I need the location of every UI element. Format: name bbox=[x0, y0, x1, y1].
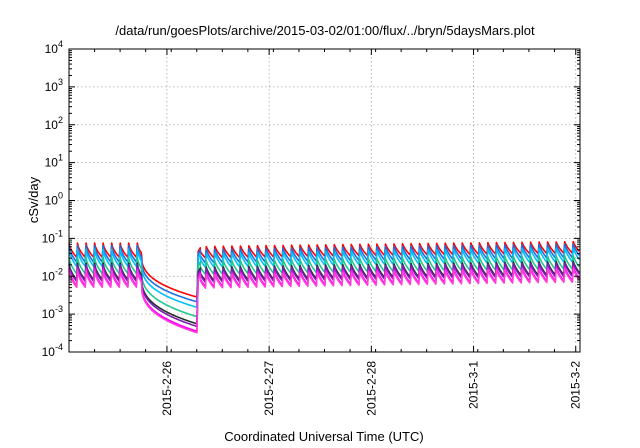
y-tick-exponent: 1 bbox=[58, 153, 63, 163]
y-tick-base: 10 bbox=[45, 156, 59, 170]
y-tick-label: 10-3 bbox=[42, 304, 63, 321]
x-axis-label: Coordinated Universal Time (UTC) bbox=[224, 429, 423, 444]
y-tick-label: 100 bbox=[45, 191, 63, 208]
y-tick-base: 10 bbox=[42, 269, 56, 283]
y-tick-exponent: -2 bbox=[55, 266, 63, 276]
y-tick-label: 10-1 bbox=[42, 228, 63, 245]
x-tick-label: 2015-2-26 bbox=[160, 361, 174, 416]
series-layer bbox=[68, 240, 580, 334]
y-axis-label: cSv/day bbox=[26, 176, 41, 223]
y-tick-base: 10 bbox=[45, 42, 59, 56]
y-tick-base: 10 bbox=[45, 118, 59, 132]
y-tick-exponent: -3 bbox=[55, 304, 63, 314]
x-tick-label: 2015-3-1 bbox=[467, 361, 481, 409]
grid bbox=[69, 49, 580, 352]
y-tick-label: 104 bbox=[45, 39, 63, 56]
y-tick-label: 10-4 bbox=[42, 342, 63, 359]
x-tick-label: 2015-3-2 bbox=[569, 361, 583, 409]
y-tick-exponent: 3 bbox=[58, 77, 63, 87]
x-tick-labels: 2015-2-26 2015-2-27 2015-2-28 2015-3-1 2015-… bbox=[160, 361, 583, 416]
y-tick-label: 102 bbox=[45, 115, 63, 132]
y-tick-base: 10 bbox=[42, 231, 56, 245]
y-tick-base: 10 bbox=[42, 345, 56, 359]
y-tick-exponent: 4 bbox=[58, 39, 63, 49]
series-line bbox=[68, 254, 580, 318]
series-line bbox=[68, 267, 580, 334]
y-tick-label: 101 bbox=[45, 153, 63, 170]
y-tick-base: 10 bbox=[42, 307, 56, 321]
x-tick-label: 2015-2-28 bbox=[364, 361, 378, 416]
x-tick-label: 2015-2-27 bbox=[262, 361, 276, 416]
y-tick-base: 10 bbox=[45, 194, 59, 208]
series-line bbox=[68, 247, 580, 309]
y-tick-exponent: -4 bbox=[55, 342, 63, 352]
y-tick-label: 103 bbox=[45, 77, 63, 94]
y-tick-exponent: 2 bbox=[58, 115, 63, 125]
y-tick-exponent: 0 bbox=[58, 191, 63, 201]
chart-title: /data/run/goesPlots/archive/2015-03-02/0… bbox=[115, 23, 535, 38]
axis-ticks bbox=[68, 48, 581, 353]
y-tick-exponent: -1 bbox=[55, 228, 63, 238]
y-tick-label: 10-2 bbox=[42, 266, 63, 283]
y-tick-base: 10 bbox=[45, 80, 59, 94]
